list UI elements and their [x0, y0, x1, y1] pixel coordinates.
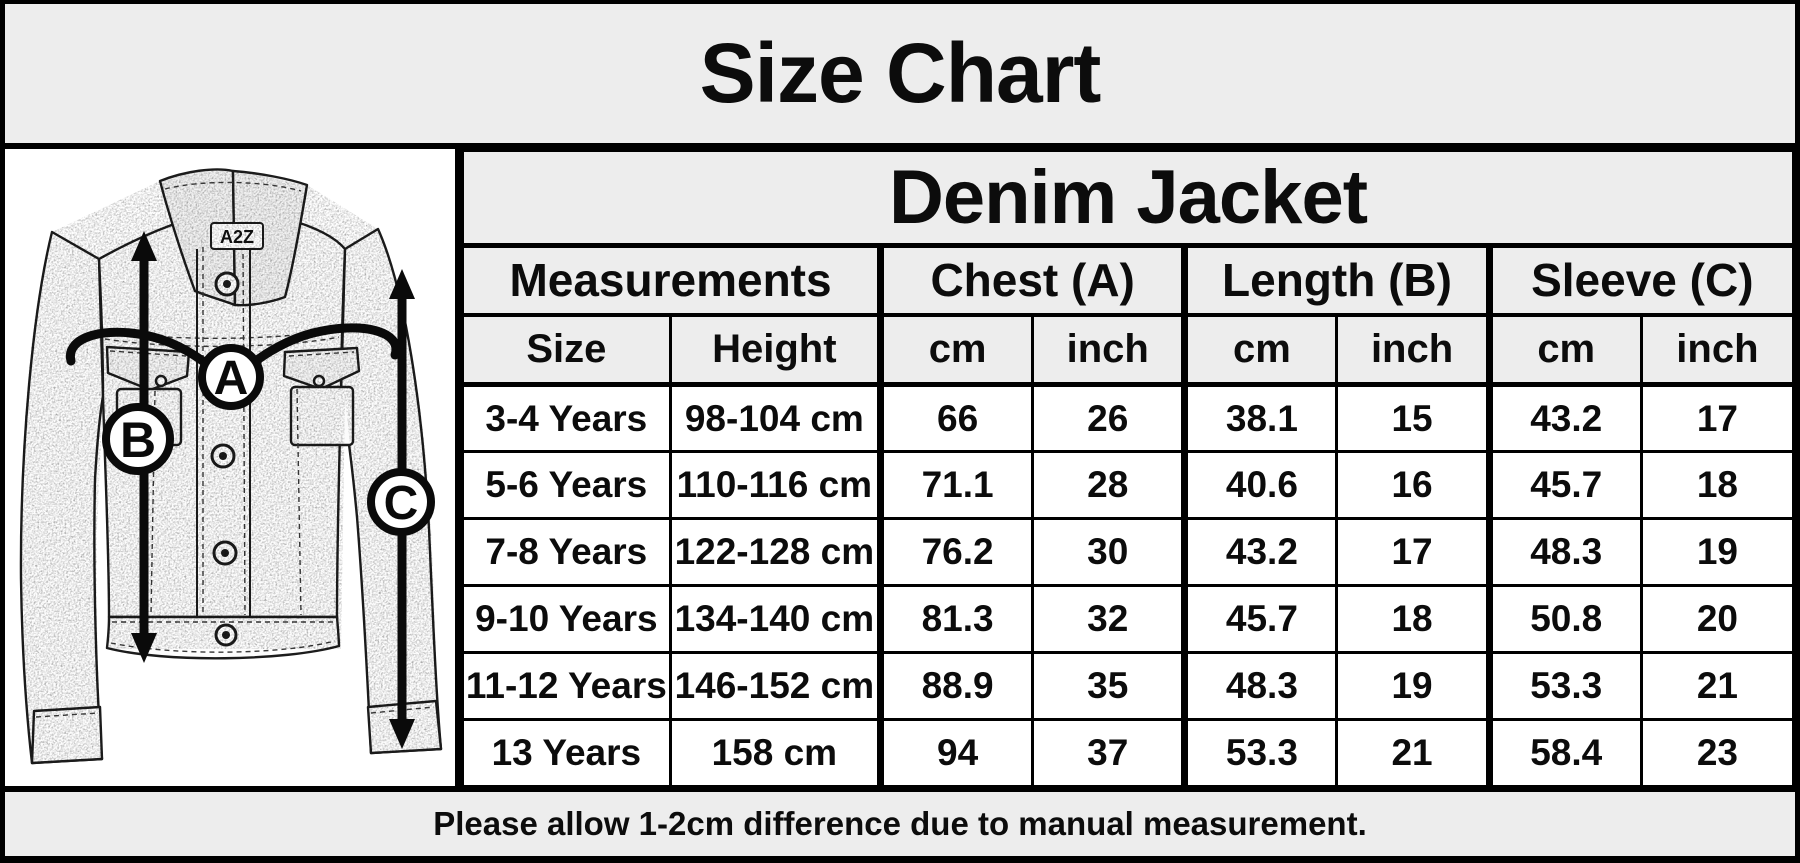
cell-chest-inch: 28 [1031, 450, 1187, 520]
denim-jacket-illustration: A2Z B C [19, 168, 443, 765]
title-band: Size Chart [5, 4, 1795, 143]
cell-length-inch: 21 [1335, 718, 1491, 788]
cell-length-cm: 43.2 [1181, 517, 1339, 587]
cell-chest-inch: 35 [1031, 651, 1187, 721]
cell-length-cm: 38.1 [1181, 383, 1339, 453]
col-header-length-cm: cm [1181, 313, 1339, 387]
cell-chest-inch: 32 [1031, 584, 1187, 654]
cell-size: 9-10 Years [461, 584, 672, 654]
cell-sleeve-cm: 45.7 [1485, 450, 1643, 520]
cell-chest-inch: 30 [1031, 517, 1187, 587]
col-group-sleeve: Sleeve (C) [1485, 244, 1796, 317]
table-row: 11-12 Years 146-152 cm 88.9 35 48.3 19 5… [461, 651, 1796, 721]
col-header-height: Height [668, 313, 883, 387]
cell-sleeve-inch: 20 [1639, 584, 1796, 654]
cell-size: 5-6 Years [461, 450, 672, 520]
jacket-diagram-panel: A2Z B C [5, 149, 455, 786]
cell-length-inch: 19 [1335, 651, 1491, 721]
product-title: Denim Jacket [461, 149, 1795, 248]
table-row: 13 Years 158 cm 94 37 53.3 21 58.4 23 [461, 718, 1796, 788]
cell-size: 7-8 Years [461, 517, 672, 587]
cell-length-cm: 48.3 [1181, 651, 1339, 721]
label-b: B [120, 412, 156, 468]
table-row: 5-6 Years 110-116 cm 71.1 28 40.6 16 45.… [461, 450, 1796, 520]
cell-length-inch: 17 [1335, 517, 1491, 587]
length-measure-marker-b: B [102, 231, 174, 663]
sketch-texture [20, 170, 442, 763]
cell-height: 110-116 cm [668, 450, 883, 520]
cell-size: 13 Years [461, 718, 672, 788]
cell-chest-inch: 37 [1031, 718, 1187, 788]
cell-length-cm: 45.7 [1181, 584, 1339, 654]
cell-sleeve-cm: 58.4 [1485, 718, 1643, 788]
cell-length-inch: 16 [1335, 450, 1491, 520]
cell-size: 11-12 Years [461, 651, 672, 721]
cell-sleeve-cm: 48.3 [1485, 517, 1643, 587]
sleeve-measure-marker-c: C [367, 269, 435, 749]
cell-chest-cm: 66 [877, 383, 1035, 453]
size-table: Denim Jacket Measurements Chest (A) Leng… [460, 149, 1796, 788]
cell-sleeve-cm: 43.2 [1485, 383, 1643, 453]
col-header-sleeve-cm: cm [1485, 313, 1643, 387]
cell-sleeve-inch: 17 [1639, 383, 1796, 453]
cell-chest-cm: 81.3 [877, 584, 1035, 654]
measurement-note: Please allow 1-2cm difference due to man… [433, 805, 1367, 842]
cell-height: 146-152 cm [668, 651, 883, 721]
table-row: 7-8 Years 122-128 cm 76.2 30 43.2 17 48.… [461, 517, 1796, 587]
cell-length-inch: 18 [1335, 584, 1491, 654]
cell-chest-cm: 88.9 [877, 651, 1035, 721]
col-group-measurements: Measurements [460, 244, 883, 317]
table-row: 9-10 Years 134-140 cm 81.3 32 45.7 18 50… [461, 584, 1796, 654]
col-group-chest: Chest (A) [877, 244, 1187, 317]
col-header-length-inch: inch [1335, 313, 1491, 387]
cell-chest-cm: 71.1 [877, 450, 1035, 520]
cell-size: 3-4 Years [461, 383, 672, 453]
cell-length-cm: 40.6 [1181, 450, 1339, 520]
page-title: Size Chart [699, 26, 1102, 120]
col-header-sleeve-inch: inch [1639, 313, 1796, 387]
label-a: A [214, 352, 249, 405]
col-header-chest-cm: cm [877, 313, 1035, 387]
cell-length-cm: 53.3 [1181, 718, 1339, 788]
cell-height: 98-104 cm [668, 383, 883, 453]
size-table-wrap: Denim Jacket Measurements Chest (A) Leng… [460, 149, 1796, 788]
cell-height: 134-140 cm [668, 584, 883, 654]
cell-chest-cm: 76.2 [877, 517, 1035, 587]
footer-band: Please allow 1-2cm difference due to man… [5, 792, 1795, 856]
cell-sleeve-inch: 23 [1639, 718, 1796, 788]
cell-length-inch: 15 [1335, 383, 1491, 453]
cell-chest-cm: 94 [877, 718, 1035, 788]
cell-sleeve-inch: 21 [1639, 651, 1796, 721]
cell-sleeve-inch: 19 [1639, 517, 1796, 587]
main-area: A2Z B C [5, 149, 1796, 788]
cell-sleeve-inch: 18 [1639, 450, 1796, 520]
cell-height: 158 cm [668, 718, 883, 788]
table-row: 3-4 Years 98-104 cm 66 26 38.1 15 43.2 1… [461, 383, 1796, 453]
cell-chest-inch: 26 [1031, 383, 1187, 453]
cell-sleeve-cm: 53.3 [1485, 651, 1643, 721]
col-header-chest-inch: inch [1031, 313, 1187, 387]
chest-measure-marker-a: A [65, 323, 401, 410]
col-group-length: Length (B) [1181, 244, 1491, 317]
col-header-size: Size [461, 313, 672, 387]
cell-height: 122-128 cm [668, 517, 883, 587]
label-c: C [384, 477, 419, 530]
cell-sleeve-cm: 50.8 [1485, 584, 1643, 654]
